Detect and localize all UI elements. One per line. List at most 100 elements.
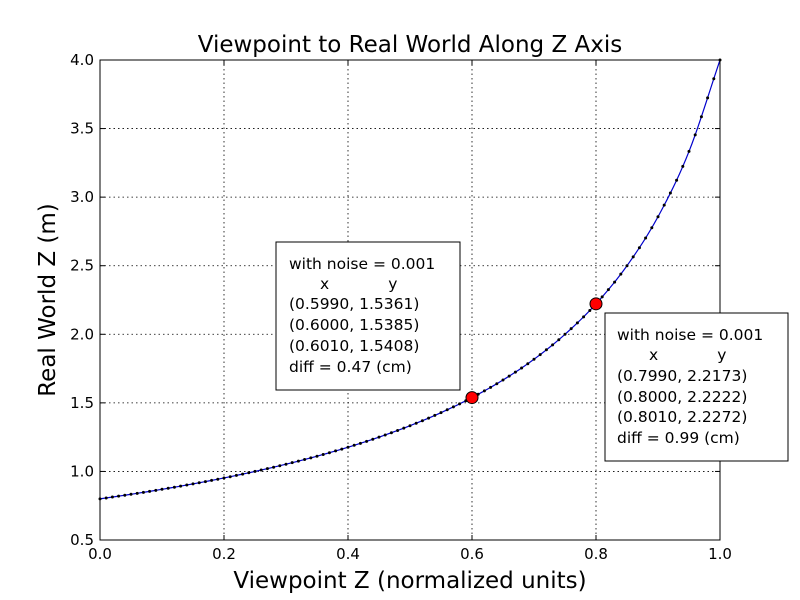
series-marker (210, 478, 214, 482)
series-marker (315, 454, 319, 458)
annotation-1-line-2: (0.5990, 1.5361) (289, 295, 419, 313)
x-tick-label: 0.8 (584, 545, 608, 563)
annotation-2-line-0: with noise = 0.001 (617, 326, 763, 344)
series-marker (507, 374, 511, 378)
axis-ticks: 0.0 0.2 0.4 0.6 0.8 1.0 0.5 1.0 1.5 2.0 2.5 3.0 3.5 4… (70, 51, 732, 563)
series-marker (396, 428, 400, 432)
series-marker (675, 178, 679, 182)
series-marker (191, 482, 195, 486)
series-marker (117, 494, 121, 498)
series-marker (495, 382, 499, 386)
series-marker (197, 481, 201, 485)
series-marker (365, 439, 369, 443)
series-marker (234, 473, 238, 477)
annotation-box-2: with noise = 0.001 x y (0.7990, 2.2173) … (604, 312, 789, 462)
highlight-point-1 (465, 391, 479, 405)
x-tick-label: 0.2 (212, 545, 236, 563)
annotation-box-2-frame (604, 312, 789, 462)
series-layer (98, 58, 722, 501)
annotation-2-line-4: (0.8010, 2.2272) (617, 408, 747, 426)
annotation-1-line-3: (0.6000, 1.5385) (289, 316, 419, 334)
series-marker (569, 327, 573, 331)
series-marker (501, 378, 505, 382)
series-marker (110, 495, 114, 499)
annotation-1-line-5: diff = 0.47 (cm) (289, 358, 412, 376)
series-marker (526, 362, 530, 366)
series-marker (582, 315, 586, 319)
series-marker (489, 385, 493, 389)
series-marker (402, 426, 406, 430)
series-marker (706, 96, 710, 100)
series-marker (588, 308, 592, 312)
series-marker (265, 467, 269, 471)
series-marker (538, 353, 542, 357)
series-marker (613, 280, 617, 284)
series-marker (141, 490, 145, 494)
x-axis-label: Viewpoint Z (normalized units) (233, 568, 586, 594)
y-tick-label: 0.5 (70, 531, 94, 549)
series-marker (327, 451, 331, 455)
series-marker (668, 191, 672, 195)
series-marker (445, 408, 449, 412)
series-marker (334, 449, 338, 453)
series-marker (228, 475, 232, 479)
series-marker (606, 288, 610, 292)
series-marker (179, 484, 183, 488)
series-marker (346, 445, 350, 449)
annotation-1-line-4: (0.6010, 1.5408) (289, 337, 419, 355)
series-marker (420, 419, 424, 423)
series-marker (662, 203, 666, 207)
y-tick-label: 3.0 (70, 188, 94, 206)
x-tick-label: 0.0 (88, 545, 112, 563)
series-marker (433, 413, 437, 417)
highlight-layer (465, 297, 603, 405)
series-marker (216, 477, 220, 481)
series-marker (296, 459, 300, 463)
series-marker (699, 115, 703, 119)
series-marker (650, 226, 654, 230)
series-marker (383, 433, 387, 437)
series-marker (520, 366, 524, 370)
series-marker (458, 402, 462, 406)
series-marker (532, 357, 536, 361)
series-marker (222, 476, 226, 480)
annotation-box-1: with noise = 0.001 x y (0.5990, 1.5361) … (275, 241, 461, 391)
series-marker (575, 321, 579, 325)
annotation-2-line-1: x y (649, 346, 726, 364)
y-tick-label: 1.0 (70, 462, 94, 480)
y-tick-label: 1.5 (70, 394, 94, 412)
plot-frame (99, 59, 721, 541)
x-tick-label: 0.4 (336, 545, 360, 563)
series-marker (358, 441, 362, 445)
annotation-box-1-frame (275, 241, 461, 391)
series-marker (625, 264, 629, 268)
y-axis-label: Real World Z (m) (35, 203, 61, 397)
series-marker (408, 424, 412, 428)
series-marker (203, 480, 207, 484)
series-marker (284, 462, 288, 466)
y-tick-label: 4.0 (70, 51, 94, 69)
chart-title: Viewpoint to Real World Along Z Axis (198, 32, 623, 58)
series-marker (451, 405, 455, 409)
y-tick-label: 3.5 (70, 120, 94, 138)
annotation-2-line-2: (0.7990, 2.2173) (617, 367, 747, 385)
series-marker (557, 338, 561, 342)
x-tick-label: 1.0 (708, 545, 732, 563)
series-marker (712, 77, 716, 81)
series-marker (513, 370, 517, 374)
series-marker (129, 492, 133, 496)
series-marker (439, 411, 443, 415)
series-marker (693, 133, 697, 137)
series-marker (427, 416, 431, 420)
annotation-1-line-1: x y (320, 275, 397, 293)
y-tick-label: 2.5 (70, 257, 94, 275)
series-marker (185, 483, 189, 487)
series-marker (681, 164, 685, 168)
series-marker (247, 471, 251, 475)
x-tick-label: 0.6 (460, 545, 484, 563)
highlight-point-2 (589, 297, 603, 311)
y-tick-label: 2.0 (70, 325, 94, 343)
series-marker (600, 295, 604, 299)
series-marker (135, 491, 139, 495)
